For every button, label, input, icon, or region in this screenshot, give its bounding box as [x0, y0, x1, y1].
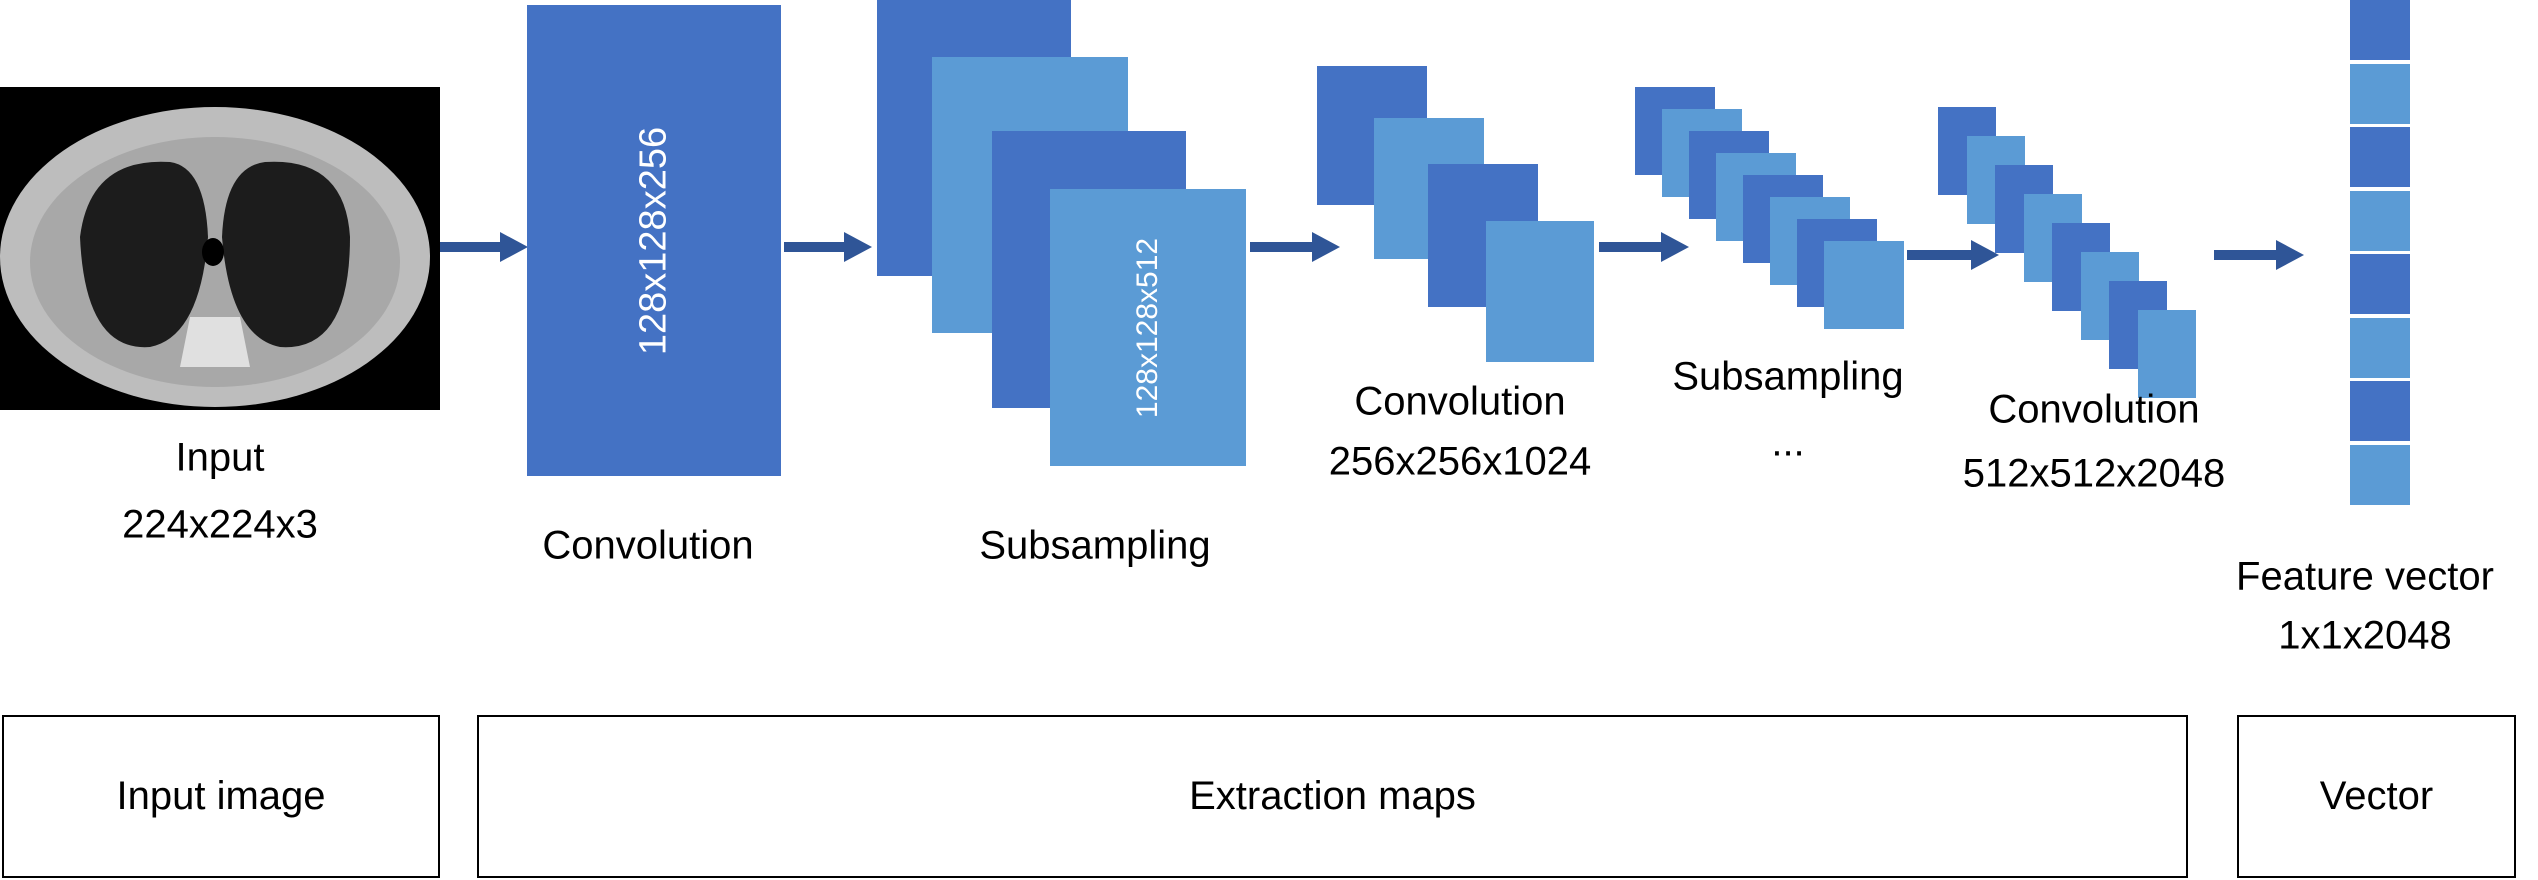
input-label: Input	[175, 435, 265, 480]
feature-map: 128x128x512	[1050, 189, 1246, 466]
convolution-label: Convolution	[1988, 387, 2200, 432]
block-dimensions: 128x128x512	[1131, 237, 1164, 418]
vector-cell	[2350, 190, 2410, 251]
section-input-image: Input image	[2, 715, 440, 878]
arrow-icon	[1250, 232, 1340, 262]
convolution-label: Convolution	[542, 523, 754, 568]
arrow-icon	[2214, 240, 2304, 270]
vector-cell	[2350, 444, 2410, 505]
feature-map	[1824, 241, 1904, 329]
section-label: Vector	[2319, 774, 2434, 818]
input-size: 224x224x3	[122, 502, 318, 547]
ct-scan-image	[0, 87, 440, 410]
section-vector: Vector	[2237, 715, 2516, 878]
arrow-icon	[1907, 240, 1999, 270]
section-label: Extraction maps	[1189, 774, 1476, 818]
vector-cell	[2350, 317, 2410, 378]
ellipsis: ...	[1771, 420, 1805, 465]
feature-map	[2137, 310, 2196, 398]
subsampling-label: Subsampling	[979, 523, 1211, 568]
section-extraction-maps: Extraction maps	[477, 715, 2188, 878]
arrow-icon	[1599, 232, 1689, 262]
section-label: Input image	[116, 774, 326, 818]
feature-vector-label: Feature vector	[2236, 554, 2494, 599]
block-dimensions: 128x128x256	[632, 126, 675, 355]
convolution-size: 256x256x1024	[1328, 439, 1592, 484]
arrow-icon	[784, 232, 872, 262]
convolution-label: Convolution	[1354, 379, 1566, 424]
feature-map	[1486, 221, 1594, 362]
subsampling-label: Subsampling	[1672, 354, 1904, 399]
vector-cell	[2350, 127, 2410, 187]
feature-vector-size: 1x1x2048	[2278, 613, 2452, 658]
vector-cell	[2350, 381, 2410, 441]
vector-cell	[2350, 63, 2410, 124]
vector-cell	[2350, 254, 2410, 314]
convolution-block: 128x128x256	[527, 5, 781, 476]
arrow-icon	[440, 232, 528, 262]
vector-cell	[2350, 0, 2410, 60]
convolution-size: 512x512x2048	[1962, 451, 2226, 496]
